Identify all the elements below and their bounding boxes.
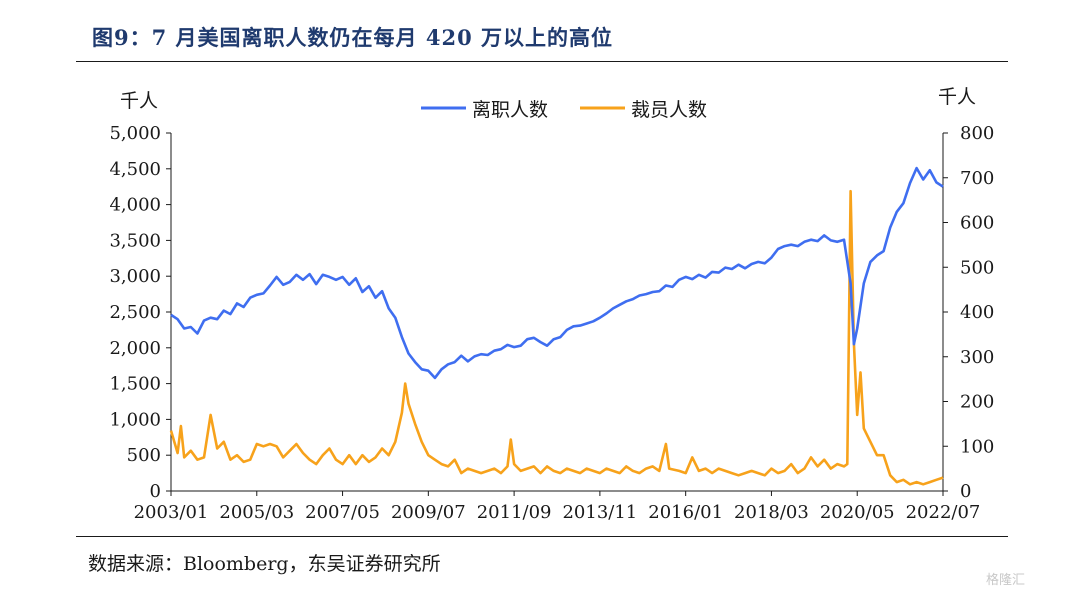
right-tick-label: 300 — [960, 347, 994, 368]
x-tick-label: 2005/03 — [219, 502, 294, 523]
legend: 离职人数 裁员人数 — [421, 99, 707, 121]
right-axis-unit: 千人 — [938, 86, 976, 108]
left-tick-label: 0 — [150, 481, 161, 502]
x-tick-label: 2020/05 — [820, 502, 895, 523]
x-axis-ticks: 2003/01 2005/03 2007/05 2009/07 2011/09 2013/… — [134, 491, 981, 523]
legend-label-layoffs: 裁员人数 — [631, 99, 707, 121]
right-tick-label: 400 — [960, 302, 994, 323]
left-tick-label: 1,500 — [109, 374, 161, 395]
x-tick-label: 2016/01 — [648, 502, 723, 523]
right-tick-label: 200 — [960, 392, 994, 413]
x-tick-label: 2011/09 — [477, 502, 552, 523]
left-tick-label: 2,500 — [109, 302, 161, 323]
bottom-divider — [76, 536, 1008, 537]
right-tick-label: 500 — [960, 257, 994, 278]
legend-label-quits: 离职人数 — [472, 99, 548, 121]
x-tick-label: 2013/11 — [562, 502, 637, 523]
right-axis-ticks: 0 100 200 300 400 500 600 700 800 — [943, 123, 994, 502]
x-tick-label: 2018/03 — [734, 502, 809, 523]
right-tick-label: 100 — [960, 436, 994, 457]
x-tick-label: 2007/05 — [305, 502, 380, 523]
left-tick-label: 3,000 — [109, 266, 161, 287]
source-note: 数据来源：Bloomberg，东吴证券研究所 — [88, 553, 441, 575]
series-layer — [169, 166, 944, 486]
x-tick-label: 2022/07 — [906, 502, 981, 523]
watermark-logo: 格隆汇 — [986, 573, 1026, 588]
top-divider — [76, 61, 1008, 62]
left-tick-label: 4,500 — [109, 159, 161, 180]
left-tick-label: 3,500 — [109, 230, 161, 251]
left-tick-label: 5,000 — [109, 123, 161, 144]
right-tick-label: 600 — [960, 213, 994, 234]
left-tick-label: 500 — [127, 445, 161, 466]
x-tick-label: 2003/01 — [134, 502, 209, 523]
right-tick-label: 0 — [960, 481, 971, 502]
right-tick-label: 800 — [960, 123, 994, 144]
x-tick-label: 2009/07 — [391, 502, 466, 523]
left-tick-label: 1,000 — [109, 409, 161, 430]
layoffs-series-line — [169, 189, 944, 486]
right-tick-label: 700 — [960, 168, 994, 189]
chart-axes — [170, 133, 944, 492]
left-tick-label: 2,000 — [109, 338, 161, 359]
left-axis-unit: 千人 — [120, 90, 158, 112]
left-tick-label: 4,000 — [109, 195, 161, 216]
quits-series-line — [170, 166, 944, 380]
figure-title: 图9：7 月美国离职人数仍在每月 420 万以上的高位 — [92, 25, 613, 50]
left-axis-ticks: 0 500 1,000 1,500 2,000 2,500 3,000 3,500 4,000 4… — [109, 123, 171, 502]
